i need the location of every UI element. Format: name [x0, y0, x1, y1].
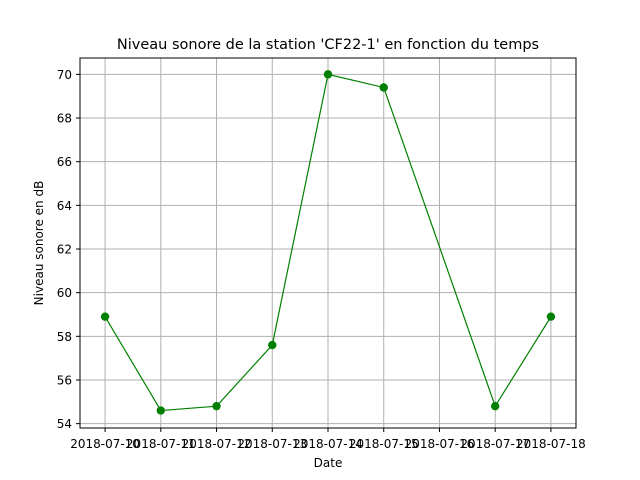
data-point	[379, 83, 388, 92]
y-tick-label: 58	[57, 330, 72, 344]
y-axis-label: Niveau sonore en dB	[32, 181, 46, 306]
x-tick-label: 2018-07-11	[126, 437, 196, 451]
chart-title: Niveau sonore de la station 'CF22-1' en …	[117, 37, 539, 53]
x-tick-label: 2018-07-12	[182, 437, 252, 451]
x-tick-label: 2018-07-16	[405, 437, 475, 451]
y-tick-label: 60	[57, 286, 72, 300]
data-point	[212, 401, 221, 411]
data-point	[100, 312, 110, 321]
y-tick-label: 54	[57, 417, 72, 431]
y-tick-label: 68	[57, 112, 72, 126]
data-point-layer	[100, 70, 556, 415]
y-tick-label: 62	[57, 243, 72, 257]
data-point	[323, 70, 333, 79]
data-point	[268, 340, 277, 350]
data-point	[490, 401, 500, 411]
data-point	[546, 312, 556, 321]
x-tick-label: 2018-07-15	[349, 437, 419, 451]
x-tick-label: 2018-07-14	[293, 437, 363, 451]
y-tick-label: 64	[57, 199, 72, 213]
x-tick-label: 2018-07-10	[70, 437, 140, 451]
y-axis: 54 56 58 60 62 64 66 68 70	[57, 68, 80, 431]
x-tick-label: 2018-07-17	[460, 437, 530, 451]
y-tick-label: 70	[57, 68, 72, 82]
data-point	[156, 406, 166, 415]
y-tick-label: 56	[57, 373, 72, 387]
x-axis-label: Date	[314, 456, 343, 470]
x-tick-label: 2018-07-13	[237, 437, 307, 451]
x-axis: 2018-07-102018-07-112018-07-122018-07-13…	[70, 428, 586, 451]
series-line-layer	[104, 73, 552, 412]
series-line	[104, 73, 552, 412]
y-tick-label: 66	[57, 155, 72, 169]
x-tick-label: 2018-07-18	[516, 437, 586, 451]
